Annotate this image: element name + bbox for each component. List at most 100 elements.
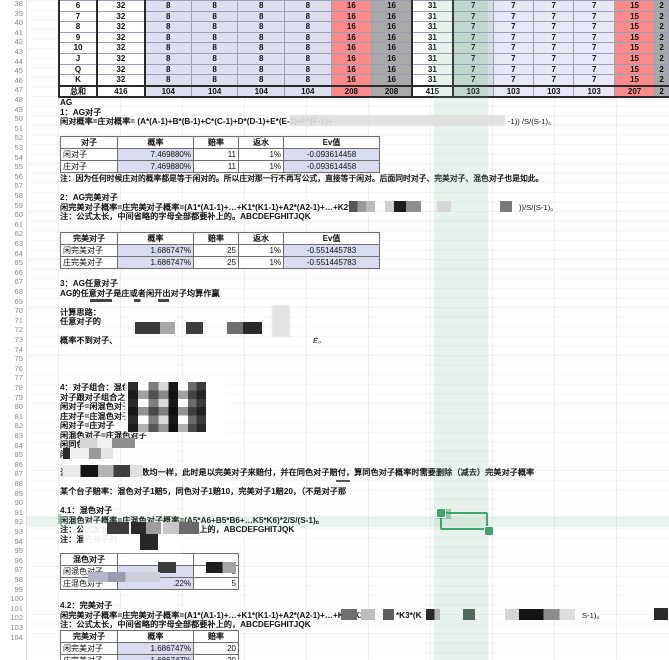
data-cell[interactable]: 32 xyxy=(96,52,146,65)
row-number[interactable]: 68 xyxy=(14,287,23,296)
data-cell[interactable]: 7 xyxy=(452,10,494,23)
table-row[interactable]: 庄对子 7.469880% 11 1% -0.093614458 xyxy=(60,159,380,173)
data-cell[interactable]: 8 xyxy=(284,63,332,76)
data-cell[interactable]: 32 xyxy=(96,31,146,44)
data-cell[interactable]: 7 xyxy=(492,63,535,76)
drag-selection-rect[interactable] xyxy=(440,512,488,530)
row-number[interactable]: 60 xyxy=(14,210,23,220)
data-cell[interactable]: 7 xyxy=(533,74,575,87)
row-number[interactable]: 45 xyxy=(14,66,23,76)
row-number[interactable]: 40 xyxy=(14,18,23,28)
row-number[interactable]: 41 xyxy=(14,27,23,37)
row-label-cell[interactable]: 闲完美对子 xyxy=(60,243,118,257)
row-number[interactable]: 76 xyxy=(14,363,23,373)
data-cell[interactable]: 32 xyxy=(96,10,146,23)
row-label-cell[interactable]: J xyxy=(57,52,98,65)
data-cell[interactable]: 8 xyxy=(284,10,332,23)
row-number[interactable]: 62 xyxy=(14,229,23,239)
row-number[interactable]: 83 xyxy=(14,431,23,440)
row-number[interactable]: 66 xyxy=(14,267,23,277)
data-cell[interactable]: 416 xyxy=(96,84,146,99)
row-number[interactable]: 100 xyxy=(10,594,23,604)
row-number[interactable]: 97 xyxy=(14,565,23,575)
row-number[interactable]: 86 xyxy=(14,459,23,469)
data-cell[interactable]: 208 xyxy=(371,84,413,99)
drag-handle-bottom-right[interactable] xyxy=(484,526,494,536)
data-cell[interactable]: 1% xyxy=(238,147,284,161)
row-number[interactable]: 52 xyxy=(14,133,23,143)
row-number[interactable]: 64 xyxy=(14,248,23,258)
data-cell[interactable]: 1.686747% xyxy=(117,243,194,257)
data-cell[interactable]: 8 xyxy=(144,0,192,12)
row-number[interactable]: 85 xyxy=(14,450,23,460)
data-cell[interactable]: 103 xyxy=(452,84,494,99)
row-label-cell[interactable]: K xyxy=(57,74,98,87)
data-cell[interactable]: 7 xyxy=(452,42,494,54)
data-cell[interactable]: 25 xyxy=(193,243,239,257)
row-number[interactable]: 65 xyxy=(14,258,23,268)
row-label-cell[interactable]: 总和 xyxy=(57,84,98,99)
data-cell[interactable]: 7 xyxy=(573,42,615,54)
row-number[interactable]: 47 xyxy=(14,85,23,95)
row-label-cell[interactable]: 8 xyxy=(57,21,98,33)
data-cell[interactable]: 8 xyxy=(284,21,332,33)
data-cell[interactable]: 8 xyxy=(284,31,332,44)
row-number[interactable]: 80 xyxy=(14,402,23,412)
data-cell[interactable]: 8 xyxy=(190,10,239,23)
data-cell[interactable]: 7 xyxy=(452,52,494,65)
data-cell[interactable]: 16 xyxy=(330,52,373,65)
data-cell[interactable]: -0.551445783 xyxy=(283,255,380,269)
data-cell[interactable]: 103 xyxy=(533,84,575,99)
row-label-cell[interactable]: 7 xyxy=(57,10,98,23)
data-cell[interactable]: 31 xyxy=(411,21,454,33)
data-cell[interactable]: 31 xyxy=(411,42,454,54)
data-cell[interactable]: 8 xyxy=(284,52,332,65)
row-label-cell[interactable]: 10 xyxy=(57,42,98,54)
data-cell[interactable]: 16 xyxy=(371,52,413,65)
row-number[interactable]: 103 xyxy=(10,623,23,632)
data-cell[interactable]: 7 xyxy=(573,74,615,87)
data-cell[interactable]: 7 xyxy=(573,63,615,76)
row-header-gutter[interactable]: 38 39 40 41 42 43 44 45 46 47 48 49 50 51 52 53 54 55 56 57… xyxy=(0,0,27,660)
data-cell[interactable]: 8 xyxy=(190,63,239,76)
data-cell[interactable]: 16 xyxy=(330,74,373,87)
data-cell[interactable]: 7 xyxy=(492,74,535,87)
data-cell[interactable]: 8 xyxy=(190,31,239,44)
data-cell[interactable]: 2 xyxy=(654,52,669,65)
data-cell[interactable]: 7 xyxy=(573,52,615,65)
data-cell[interactable]: 16 xyxy=(330,63,373,76)
data-cell[interactable]: 208 xyxy=(330,84,373,99)
data-cell[interactable]: 7 xyxy=(452,31,494,44)
row-label-cell[interactable]: 闲对子 xyxy=(60,147,118,161)
row-number[interactable]: 88 xyxy=(14,479,23,488)
card-count-table[interactable]: 6 32 8 8 8 8 16 16 31 7 7 7 7 15 2 7 32 8 8 8 8 16 16 31 7 7 7 7 15 2… xyxy=(57,0,669,99)
data-cell[interactable]: 2 xyxy=(654,21,669,33)
data-cell[interactable]: 2 xyxy=(654,63,669,76)
data-cell[interactable]: 7 xyxy=(573,31,615,44)
data-cell[interactable]: 16 xyxy=(371,21,413,33)
row-number[interactable]: 71 xyxy=(14,315,23,325)
row-label-cell[interactable]: 庄对子 xyxy=(60,159,118,173)
row-number[interactable]: 63 xyxy=(14,239,23,248)
data-cell[interactable]: 8 xyxy=(284,0,332,12)
data-cell[interactable]: 104 xyxy=(190,84,239,99)
table-row[interactable]: 闲完美对子 1.686747% 20 xyxy=(60,642,239,655)
row-number[interactable]: 101 xyxy=(10,603,23,613)
data-cell[interactable]: 32 xyxy=(96,74,146,87)
data-cell[interactable]: 25 xyxy=(193,255,239,269)
data-cell[interactable]: 8 xyxy=(190,21,239,33)
data-cell[interactable]: 7 xyxy=(492,0,535,12)
data-cell[interactable]: 32 xyxy=(96,0,146,12)
data-cell[interactable]: 16 xyxy=(371,10,413,23)
data-cell[interactable]: 11 xyxy=(193,159,239,173)
data-cell[interactable]: -0.093614458 xyxy=(283,159,380,173)
row-number[interactable]: 94 xyxy=(14,536,23,546)
data-cell[interactable]: 7 xyxy=(533,63,575,76)
data-cell[interactable]: 7 xyxy=(492,52,535,65)
row-number[interactable]: 102 xyxy=(10,613,23,623)
data-cell[interactable]: 16 xyxy=(371,0,413,12)
row-number[interactable]: 92 xyxy=(14,517,23,527)
data-cell[interactable]: 20 xyxy=(193,642,239,655)
data-cell[interactable]: 31 xyxy=(411,63,454,76)
